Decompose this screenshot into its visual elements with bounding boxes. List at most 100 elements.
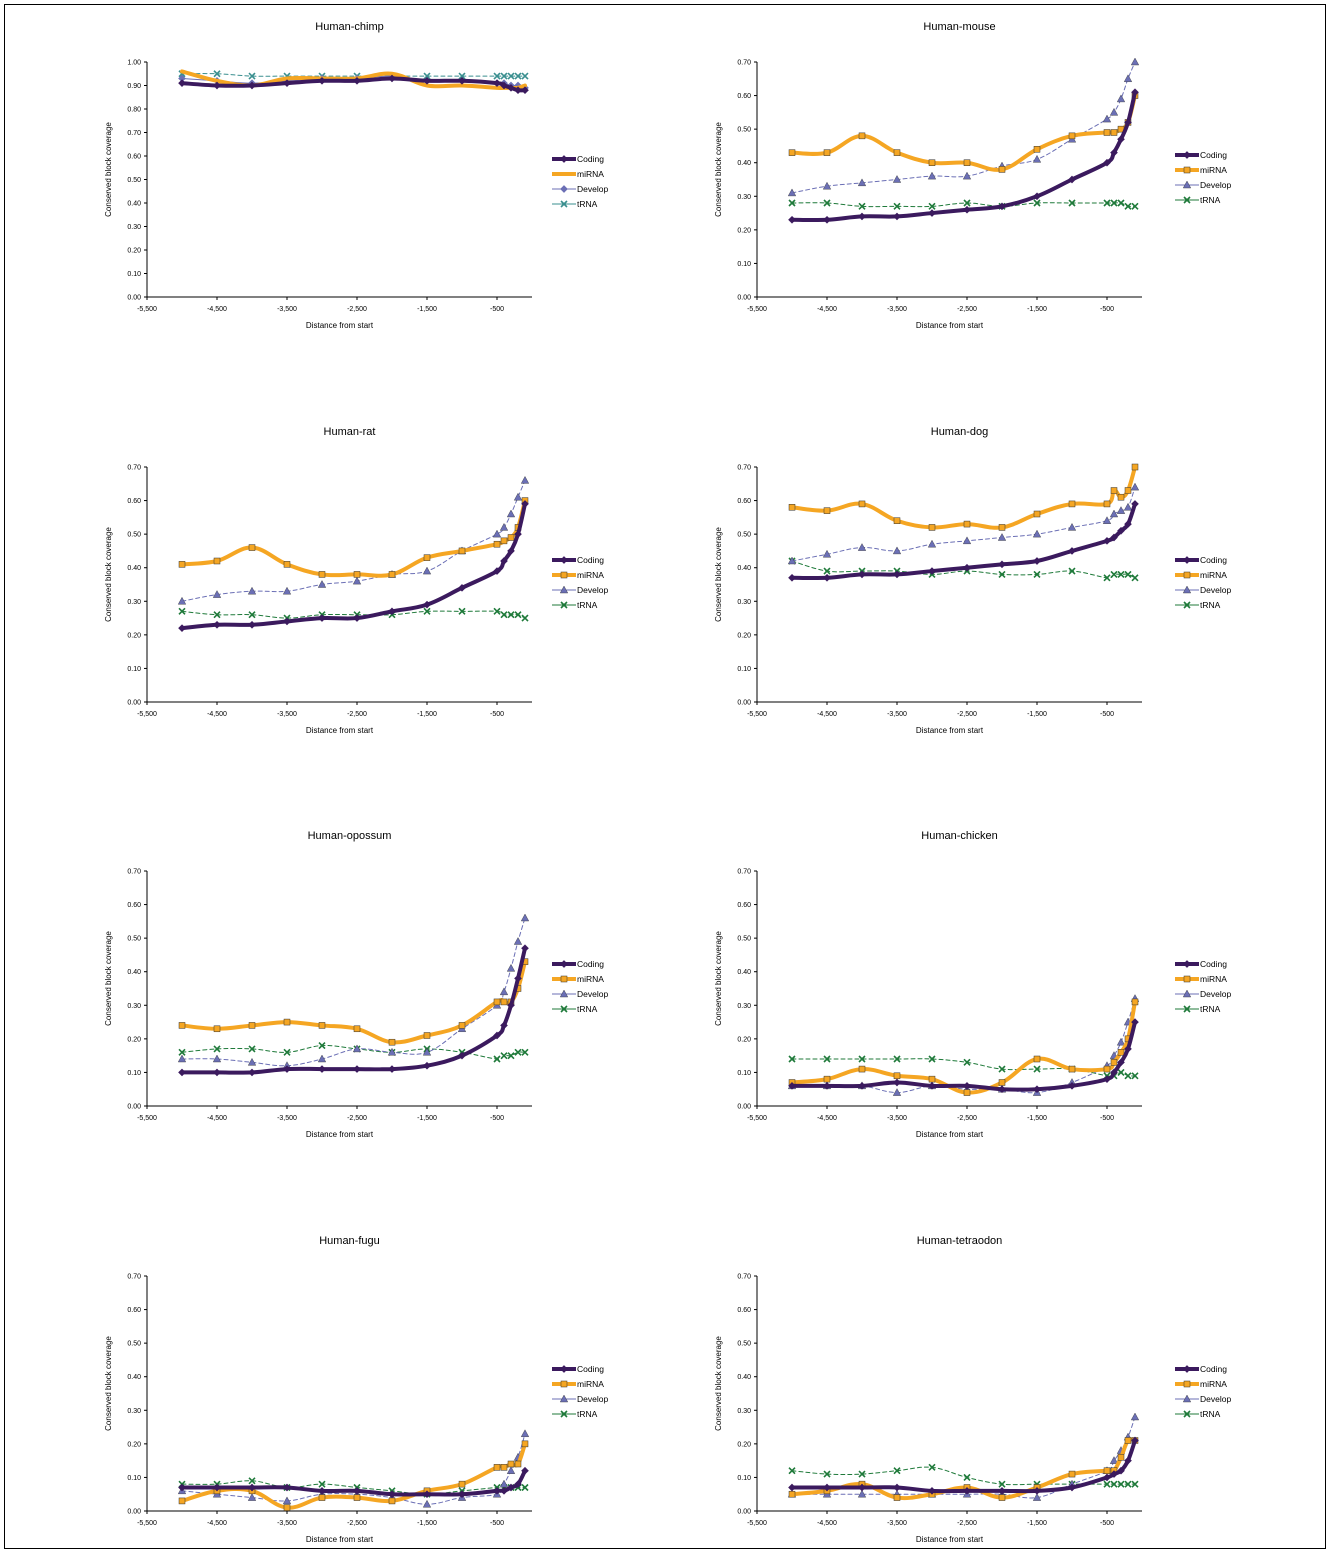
data-point-coding [823,573,831,582]
data-point-develop [422,1499,432,1508]
legend-label-coding: Coding [577,959,604,969]
data-point-develop [1067,523,1077,531]
data-point-mirna [458,1480,466,1488]
y-tick-label: 0.40 [127,565,141,572]
data-point-trna [521,1048,529,1056]
data-point-mirna [963,1089,971,1096]
data-point-coding [178,1483,186,1492]
legend-marker-mirna [560,975,568,983]
legend-marker-mirna [1183,975,1191,983]
data-point-mirna [893,1072,901,1080]
data-point-coding [788,1082,796,1090]
data-point-develop [247,586,257,595]
legend-marker-mirna [560,1380,568,1388]
data-point-mirna [500,998,508,1006]
data-point-mirna [283,1504,291,1511]
legend-label-trna: tRNA [1200,1004,1221,1014]
x-tick-label: -4,500 [207,1520,227,1527]
data-point-develop [520,1429,530,1437]
legend-marker-develop [1182,989,1192,998]
data-point-develop [317,1054,327,1063]
data-point-coding [353,76,361,85]
data-point-trna [893,1467,901,1475]
data-point-coding [1124,118,1132,127]
data-point-coding [507,1483,515,1492]
data-point-coding [928,209,936,217]
data-point-develop [1130,482,1140,491]
data-point-coding [248,1068,256,1077]
data-point-mirna [998,1079,1006,1086]
data-point-trna [213,1045,221,1053]
data-point-mirna [318,1494,326,1501]
y-tick-label: 0.60 [127,498,141,505]
data-point-develop [962,536,972,545]
data-point-develop [1032,529,1042,538]
data-point-trna [1124,1480,1132,1488]
x-tick-label: -4,500 [207,1115,227,1122]
data-point-develop [1116,94,1126,103]
data-point-trna [788,1055,796,1063]
data-point-develop [387,1047,397,1056]
data-point-trna [318,1042,326,1050]
legend: Coding miRNA Develop tRNA [552,555,608,610]
y-tick-label: 0.60 [737,1307,751,1314]
data-point-coding [998,1085,1006,1094]
legend-label-develop: Develop [577,989,608,999]
data-point-develop [247,1493,257,1501]
data-point-trna [521,1483,529,1492]
y-tick-label: 0.70 [737,465,751,472]
data-point-develop [513,492,523,501]
data-point-develop [499,1479,509,1488]
data-point-coding [1131,500,1139,508]
x-tick-label: -2,500 [957,1115,977,1122]
data-point-coding [858,212,866,221]
y-tick-label: 0.20 [127,248,141,255]
data-point-trna [458,72,466,80]
x-tick-label: -500 [1100,306,1114,313]
data-point-coding [353,1065,361,1073]
data-point-develop [499,523,509,531]
legend-label-mirna: miRNA [1200,165,1227,175]
chart-title: Human-fugu [319,1235,380,1247]
data-point-coding [514,530,522,538]
legend-marker-trna [560,601,568,609]
data-point-coding [1068,1082,1076,1090]
data-point-trna [1124,570,1132,578]
series-coding [178,74,529,95]
data-point-trna [514,611,522,619]
x-tick-label: -2,500 [957,1520,977,1527]
legend: Coding miRNA Develop tRNA [1175,150,1231,205]
y-tick-label: 0.20 [737,1036,751,1043]
data-point-develop [422,1047,432,1056]
data-point-mirna [998,1494,1006,1501]
x-tick-label: -4,500 [207,306,227,313]
data-point-coding [423,600,431,609]
y-tick-label: 1.00 [127,60,141,67]
data-point-develop [513,937,523,945]
chart-human-dog: Human-dog 0.00 0.10 0.20 0.30 0.40 0.50 0.60 0.7… [714,426,1231,735]
data-point-mirna [1117,493,1125,501]
x-tick-label: -2,500 [347,1115,367,1122]
y-tick-label: 0.20 [127,632,141,639]
chart-title: Human-chicken [921,830,997,842]
data-point-coding [283,1483,291,1492]
data-point-coding [1124,1045,1132,1053]
data-point-trna [788,199,796,207]
x-tick-label: -4,500 [817,1520,837,1527]
series-develop [177,476,530,605]
data-point-develop [927,171,937,180]
series-mirna [178,958,529,1046]
series-mirna [788,998,1139,1096]
data-point-trna [521,72,529,80]
data-point-mirna [1103,129,1111,136]
data-point-coding [213,620,221,629]
data-point-coding [507,1001,515,1010]
data-point-trna [928,1463,936,1471]
series-mirna [788,92,1139,173]
legend-label-develop: Develop [1200,1394,1231,1404]
y-tick-label: 0.20 [737,227,751,234]
data-point-develop [282,586,292,595]
data-point-develop [282,1496,292,1505]
series-mirna [178,1440,529,1511]
data-point-coding [928,1487,936,1495]
